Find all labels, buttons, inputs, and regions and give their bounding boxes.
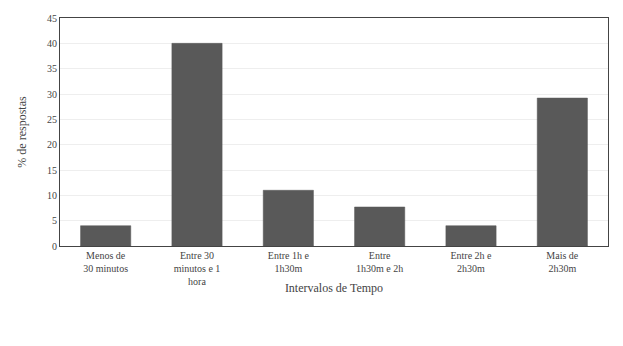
svg-text:35: 35 — [47, 63, 57, 74]
svg-text:20: 20 — [47, 139, 57, 150]
svg-text:40: 40 — [47, 38, 57, 49]
svg-text:Menos de30 minutos: Menos de30 minutos — [83, 250, 128, 274]
svg-text:5: 5 — [52, 215, 57, 226]
svg-text:Intervalos de Tempo: Intervalos de Tempo — [285, 281, 383, 295]
svg-text:Entre 2h e2h30m: Entre 2h e2h30m — [450, 250, 492, 274]
svg-text:10: 10 — [47, 190, 57, 201]
svg-text:0: 0 — [52, 241, 57, 252]
svg-text:Entre1h30m e 2h: Entre1h30m e 2h — [356, 250, 403, 274]
svg-text:Mais de2h30m: Mais de2h30m — [546, 250, 579, 274]
svg-text:Entre 30minutos e 1hora: Entre 30minutos e 1hora — [174, 250, 221, 287]
svg-text:45: 45 — [47, 13, 57, 24]
svg-text:25: 25 — [47, 114, 57, 125]
svg-text:Entre 1h e1h30m: Entre 1h e1h30m — [268, 250, 310, 274]
svg-text:15: 15 — [47, 165, 57, 176]
svg-text:% de respostas: % de respostas — [15, 96, 29, 168]
svg-text:30: 30 — [47, 89, 57, 100]
